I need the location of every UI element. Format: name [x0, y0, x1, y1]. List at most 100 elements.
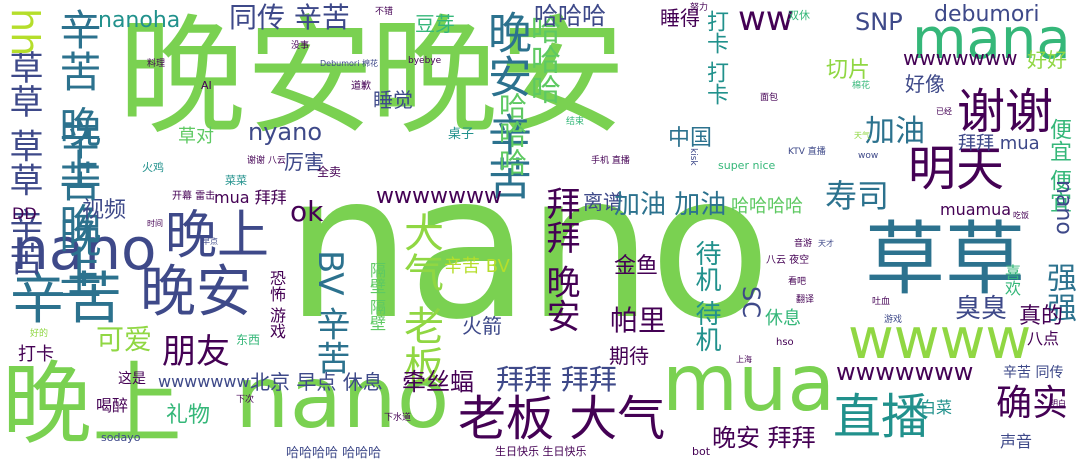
word: 菜菜: [225, 174, 247, 187]
word: 礼物: [166, 403, 211, 428]
word: 晚安: [140, 260, 252, 325]
word: 哈哈哈哈 哈哈哈: [286, 446, 382, 461]
word: 火箭: [462, 314, 502, 338]
word: 全卖: [317, 165, 342, 179]
word: 天气: [854, 131, 870, 140]
word: 臭臭: [955, 294, 1008, 324]
word: 隔壁 隔壁: [367, 262, 386, 332]
word: 结束: [566, 117, 585, 127]
word: kisk: [688, 148, 698, 166]
word: 晚上: [165, 206, 270, 266]
word: 棉花: [852, 81, 871, 91]
word: 火鸡: [142, 161, 164, 174]
word: 好像: [905, 72, 945, 96]
word: 晚安 辛苦: [480, 10, 531, 200]
word: hh: [3, 8, 47, 57]
word: 睡觉: [373, 88, 413, 112]
word: wow: [858, 151, 879, 161]
word: 晚安: [118, 3, 375, 152]
word: BV 辛苦: [310, 250, 350, 375]
word: 大气 老板: [397, 212, 443, 385]
word: 声音: [1000, 432, 1033, 451]
word: KTV 直播: [788, 147, 826, 157]
word: 音游: [794, 239, 813, 249]
word: 寿司: [825, 177, 890, 215]
word: 视频: [82, 198, 127, 223]
word: 确实: [996, 383, 1069, 424]
word: 辛苦: [10, 267, 122, 332]
word: 道歉: [351, 81, 371, 92]
word: 面包: [760, 93, 779, 103]
word: super nice: [718, 159, 776, 172]
word: 努力: [690, 3, 709, 13]
word: 已经: [936, 107, 952, 116]
word: 不错: [375, 7, 394, 17]
word: 八点: [1027, 329, 1060, 348]
word: 翻译: [796, 295, 815, 305]
word: 谢谢 八云: [247, 156, 286, 166]
word: debumori: [934, 2, 1040, 27]
word: 便宜 便宜: [1046, 118, 1071, 213]
word: 晚安 拜拜: [712, 424, 816, 452]
word: mana: [912, 7, 1071, 72]
word: 真的: [1019, 304, 1064, 329]
word: nano: [1051, 180, 1076, 235]
word: 老板 大气: [458, 391, 666, 447]
word: ok: [290, 195, 324, 228]
word: wwwwwww: [376, 184, 502, 209]
word: mua: [662, 339, 836, 429]
word: 哈哈哈哈: [731, 196, 803, 217]
word: 下次: [236, 395, 255, 405]
word: 辛苦 同传: [1003, 365, 1064, 381]
word: 没事: [291, 41, 310, 51]
word: 强强: [1041, 262, 1076, 322]
word: 谢谢: [957, 84, 1054, 140]
word: nyano: [248, 118, 323, 146]
word: 哈哈哈: [495, 92, 528, 176]
word: 好的: [30, 329, 49, 339]
word: 游戏: [884, 315, 903, 325]
word: 离谱: [583, 190, 623, 214]
word: 豆芽: [415, 12, 455, 36]
word: bot: [692, 445, 711, 458]
word: 朋友: [162, 332, 230, 372]
word: 中国: [668, 126, 713, 151]
word: 辛苦 晚上: [53, 118, 102, 300]
word: 晚上: [2, 352, 182, 457]
word: 生日快乐 生日快乐: [495, 445, 587, 458]
word: 加油: [865, 114, 925, 149]
word: 八云 夜空: [766, 255, 810, 266]
word: 这是: [118, 371, 146, 387]
word: 草草: [865, 213, 1025, 306]
word: wwwwwww: [158, 372, 250, 391]
word: AI: [201, 79, 212, 92]
word: nano: [285, 131, 771, 364]
word: 厉害: [284, 150, 324, 174]
word: 加油 加油: [614, 190, 727, 220]
word: 开幕 雷击: [172, 191, 216, 202]
word: 恐怖 游戏: [267, 270, 286, 340]
word: 切片: [826, 58, 871, 83]
word: hso: [776, 337, 794, 348]
word: wwww: [848, 307, 1032, 372]
word: 可爱: [96, 323, 153, 356]
word: sodayo: [101, 431, 141, 444]
word: 哈哈哈: [534, 2, 606, 30]
word: 金鱼: [614, 254, 659, 279]
word: nano: [235, 348, 450, 448]
word: 同传 辛苦: [229, 1, 350, 34]
word: 帕里: [610, 304, 667, 337]
word: 草对: [178, 126, 214, 147]
word: 直播: [833, 389, 930, 445]
word: 打卡: [18, 344, 54, 365]
word: 吐血: [872, 297, 891, 307]
word: 早点: [202, 237, 218, 246]
word: wwwwwww: [903, 46, 1018, 70]
word: 牵丝蝠: [402, 368, 474, 396]
word: mua 拜拜: [214, 188, 287, 207]
word: 白菜: [920, 398, 953, 417]
word: 明白: [1050, 399, 1066, 408]
word: ww: [738, 0, 794, 39]
word: 辛苦 晚上 晚上: [53, 8, 102, 287]
